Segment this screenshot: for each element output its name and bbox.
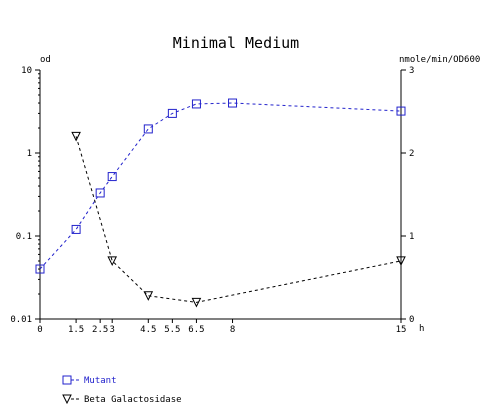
x-tick-label: 8 — [230, 325, 235, 335]
beta-galactosidase-point — [71, 131, 81, 142]
beta-galactosidase-point — [107, 256, 118, 267]
y-left-tick-label: 0.1 — [16, 232, 32, 242]
y-right-axis-label: nmole/min/OD600 — [399, 55, 480, 65]
legend-mutant-label: Mutant — [84, 376, 117, 386]
x-tick-label: 15 — [396, 325, 407, 335]
beta-galactosidase-point — [143, 291, 154, 301]
y-left-tick-label: 10 — [21, 66, 32, 76]
x-tick-label: 3 — [109, 325, 114, 335]
mutant-point — [396, 106, 406, 116]
legend-item-beta-galactosidase: Beta Galactosidase — [62, 394, 182, 405]
x-tick-label: 5.5 — [164, 325, 180, 335]
y-left-tick-label: 1 — [27, 149, 32, 159]
legend-beta-galactosidase-marker — [62, 394, 72, 405]
mutant-point — [35, 264, 45, 274]
x-tick-label: 2.5 — [92, 325, 108, 335]
mutant-point — [167, 108, 177, 118]
mutant-point — [143, 124, 153, 134]
y-right-tick-label: 3 — [409, 66, 414, 76]
x-axis-label: h — [419, 324, 424, 334]
y-left-axis-label: od — [40, 55, 51, 65]
mutant-line — [39, 102, 402, 270]
beta-galactosidase-point — [396, 256, 406, 267]
y-right-tick-label: 1 — [409, 232, 414, 242]
mutant-point — [95, 188, 105, 198]
x-tick-label: 4.5 — [140, 325, 156, 335]
y-right-tick-label: 0 — [409, 315, 414, 325]
chart-title: Minimal Medium — [173, 34, 299, 52]
y-left-tick-label: 0.01 — [10, 315, 32, 325]
x-tick-label: 0 — [37, 325, 42, 335]
legend-item-mutant: Mutant — [62, 375, 117, 386]
mutant-point — [107, 172, 117, 182]
y-right-tick-label: 2 — [409, 149, 414, 159]
legend-beta-galactosidase-label: Beta Galactosidase — [84, 395, 182, 405]
beta-galactosidase-point — [191, 297, 202, 308]
x-tick-label: 6.5 — [188, 325, 204, 335]
mutant-point — [191, 99, 201, 109]
beta-galactosidase-line — [75, 136, 402, 303]
legend-mutant-marker — [62, 375, 72, 385]
mutant-point — [228, 98, 238, 108]
mutant-point — [71, 224, 81, 234]
x-tick-label: 1.5 — [68, 325, 84, 335]
